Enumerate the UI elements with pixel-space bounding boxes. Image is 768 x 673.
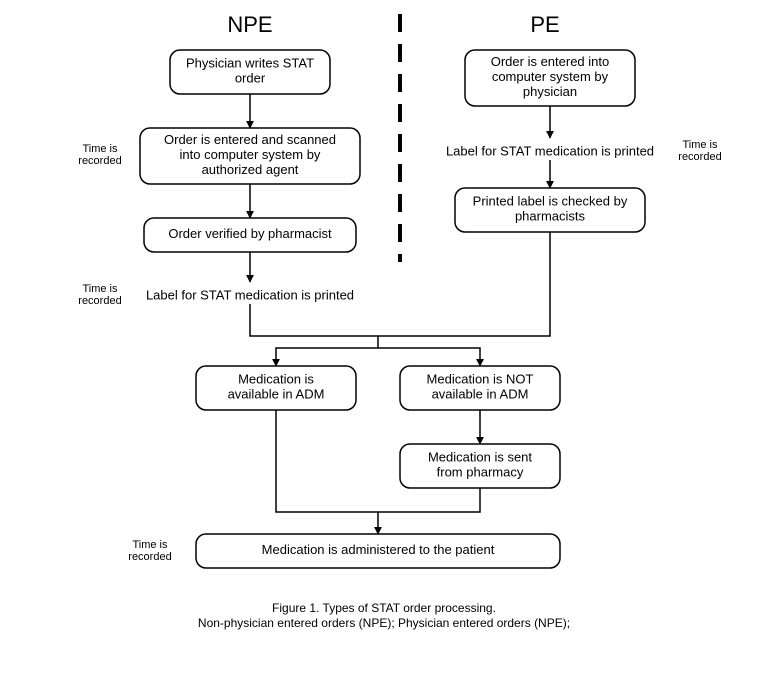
edge-e_split_right: [378, 348, 480, 366]
node-m_navail-label: Medication is NOTavailable in ADM: [427, 372, 534, 402]
node-pe3: Printed label is checked bypharmacists: [455, 188, 645, 232]
step-pe_label: Label for STAT medication is printed: [446, 143, 654, 158]
annotation-a1: Time isrecorded: [78, 143, 121, 167]
step-npe_label: Label for STAT medication is printed: [146, 287, 354, 302]
annotation-a2: Time isrecorded: [78, 283, 121, 307]
node-m_admin-label: Medication is administered to the patien…: [262, 542, 495, 557]
flowchart-canvas: Physician writes STATorder Order is enter…: [0, 0, 768, 673]
node-m_sent-label: Medication is sentfrom pharmacy: [428, 450, 532, 480]
node-pe1: Order is entered intocomputer system byp…: [465, 50, 635, 106]
node-m_avail-label: Medication isavailable in ADM: [228, 372, 325, 402]
edge-e_npe_merge: [250, 304, 378, 336]
node-m_navail: Medication is NOTavailable in ADM: [400, 366, 560, 410]
node-m_avail: Medication isavailable in ADM: [196, 366, 356, 410]
edge-e_avail_join: [276, 410, 378, 512]
node-m_admin: Medication is administered to the patien…: [196, 534, 560, 568]
node-npe3: Order verified by pharmacist: [144, 218, 356, 252]
edge-e_sent_join: [378, 488, 480, 512]
node-npe1: Physician writes STATorder: [170, 50, 330, 94]
annotation-a4: Time isrecorded: [128, 539, 171, 563]
node-npe3-label: Order verified by pharmacist: [168, 226, 332, 241]
figure-caption: Figure 1. Types of STAT order processing…: [198, 601, 570, 630]
annotation-a3: Time isrecorded: [678, 139, 721, 163]
heading-npe: NPE: [227, 12, 272, 37]
edge-e_pe_merge: [378, 232, 550, 336]
edge-e_split_left: [276, 348, 378, 366]
node-m_sent: Medication is sentfrom pharmacy: [400, 444, 560, 488]
node-npe2: Order is entered and scannedinto compute…: [140, 128, 360, 184]
heading-pe: PE: [530, 12, 559, 37]
